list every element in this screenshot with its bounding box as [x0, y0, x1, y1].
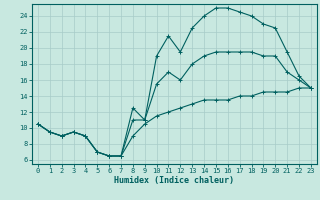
X-axis label: Humidex (Indice chaleur): Humidex (Indice chaleur)	[115, 176, 234, 185]
